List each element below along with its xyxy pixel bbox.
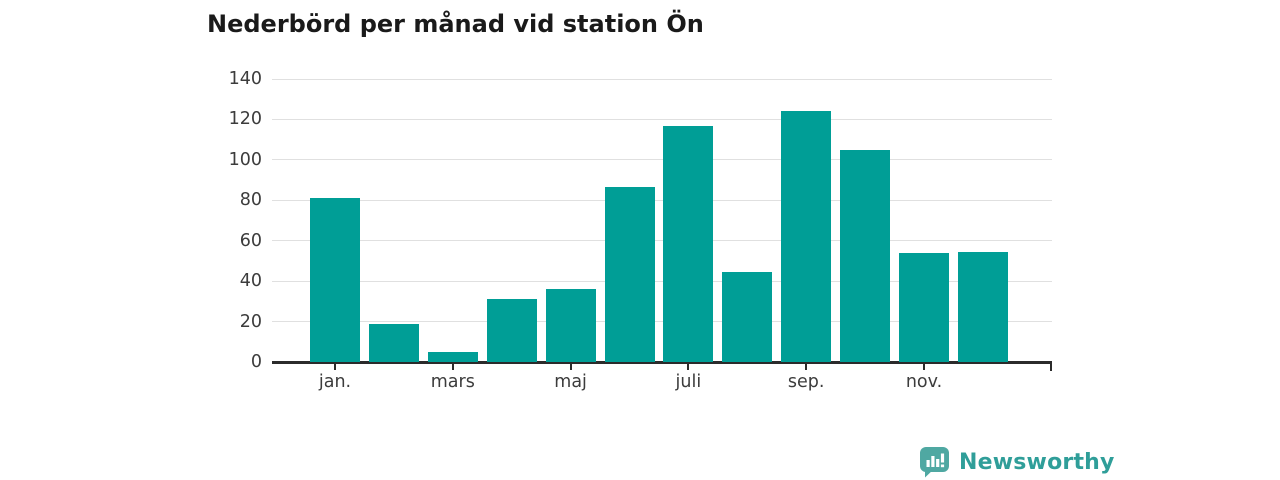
bar-aug. <box>722 272 773 362</box>
bar-mars <box>427 351 478 362</box>
gridline-y-60 <box>272 240 1052 242</box>
gridline-y-20 <box>272 321 1052 323</box>
x-tick-label-mars: mars <box>430 372 475 392</box>
x-tick-nov. <box>923 363 925 370</box>
bar-okt. <box>840 149 891 362</box>
x-tick-maj <box>569 363 572 370</box>
gridline-y-80 <box>272 199 1052 201</box>
x-tick-label-jan.: jan. <box>318 372 352 392</box>
x-tick-label-juli: juli <box>675 372 702 392</box>
bar-jan. <box>310 198 360 362</box>
x-tick-jan. <box>334 363 336 370</box>
bar-apr. <box>486 299 537 362</box>
newsworthy-logo-text: Newsworthy <box>959 449 1115 475</box>
gridline-y-120 <box>272 118 1052 120</box>
x-axis-end-tick <box>1049 361 1052 371</box>
bar-dec. <box>957 251 1008 362</box>
bar-feb. <box>368 323 419 362</box>
y-tick-label-80: 80 <box>239 190 262 211</box>
chart-title: Nederbörd per månad vid station Ön <box>207 10 704 38</box>
bar-juli <box>663 125 714 362</box>
y-tick-label-140: 140 <box>228 69 262 89</box>
gridline-y-100 <box>272 159 1052 161</box>
x-axis-line <box>272 361 1052 364</box>
y-tick-label-40: 40 <box>239 271 262 292</box>
newsworthy-logo[interactable]: Newsworthy <box>918 445 1115 479</box>
x-tick-juli <box>687 363 690 370</box>
x-tick-sep. <box>805 363 808 370</box>
y-tick-label-120: 120 <box>228 109 262 130</box>
newsworthy-icon <box>920 447 949 478</box>
bar-maj <box>545 289 596 362</box>
x-tick-label-sep.: sep. <box>787 372 825 392</box>
y-tick-label-0: 0 <box>250 352 262 372</box>
plot-area: 0 20 40 60 80 100 120 140 jan. mars maj juli sep. nov… <box>229 69 1052 392</box>
y-tick-label-20: 20 <box>239 311 262 332</box>
bar-nov. <box>899 252 949 362</box>
y-tick-label-100: 100 <box>228 149 262 170</box>
x-tick-mars <box>451 363 454 370</box>
x-tick-label-nov.: nov. <box>905 372 943 392</box>
x-tick-label-maj: maj <box>554 372 587 392</box>
gridline-y-140 <box>272 78 1052 80</box>
y-tick-label-60: 60 <box>239 230 262 251</box>
bar-juni <box>604 187 655 362</box>
bar-sep. <box>781 111 832 362</box>
gridline-y-40 <box>272 280 1052 282</box>
